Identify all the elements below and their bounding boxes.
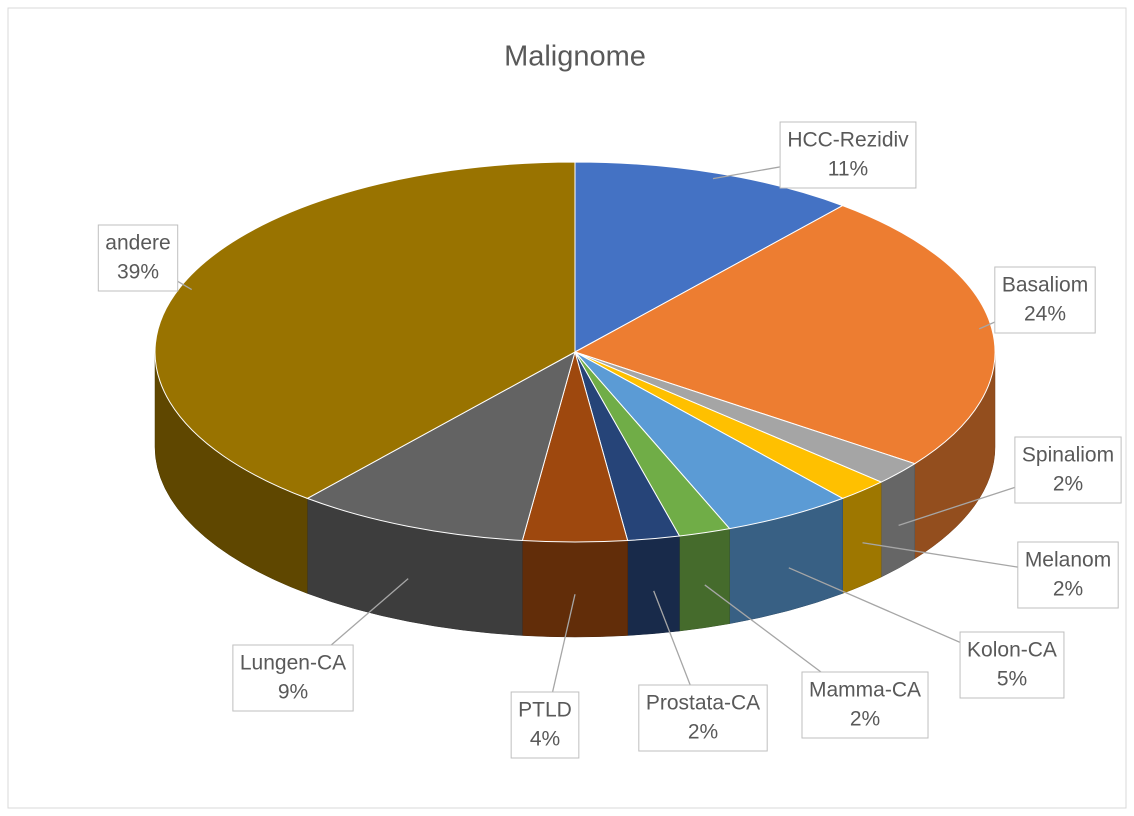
category-label: Mamma-CA — [809, 679, 921, 702]
value-label: 9% — [278, 681, 308, 704]
category-label: Kolon-CA — [967, 639, 1057, 662]
label-box — [1014, 436, 1122, 504]
category-label: HCC-Rezidiv — [787, 129, 909, 152]
slice — [306, 350, 576, 542]
label-box — [97, 224, 179, 292]
category-label: PTLD — [518, 699, 572, 722]
data-label: Mamma-CA 2% — [801, 671, 929, 739]
label-box — [801, 671, 929, 739]
value-label: 39% — [117, 261, 159, 284]
slice — [573, 205, 996, 465]
data-label: PTLD 4% — [510, 691, 580, 759]
value-label: 2% — [850, 708, 880, 731]
data-label: Prostata-CA 2% — [638, 684, 768, 752]
label-box — [994, 266, 1096, 334]
data-label: andere 39% — [97, 224, 179, 292]
category-label: Spinaliom — [1022, 444, 1114, 467]
data-label: Lungen-CA 9% — [232, 644, 354, 712]
slice-side — [880, 463, 916, 578]
label-box — [232, 644, 354, 712]
data-label: HCC-Rezidiv 11% — [779, 121, 917, 189]
slice — [574, 161, 844, 353]
category-label: Basaliom — [1002, 274, 1088, 297]
value-label: 2% — [1053, 473, 1083, 496]
data-label: Kolon-CA 5% — [959, 631, 1065, 699]
value-label: 5% — [997, 668, 1027, 691]
slice-side — [842, 481, 882, 594]
slice — [154, 161, 576, 499]
label-box — [1017, 541, 1119, 609]
label-box — [779, 121, 917, 189]
value-label: 11% — [828, 158, 868, 181]
value-label: 4% — [530, 728, 560, 751]
value-label: 24% — [1024, 303, 1066, 326]
chart-title: Malignome — [504, 41, 646, 73]
label-box — [510, 691, 580, 759]
data-label: Melanom 2% — [1017, 541, 1119, 609]
category-label: Melanom — [1025, 549, 1111, 572]
value-label: 2% — [688, 721, 718, 744]
value-label: 2% — [1053, 578, 1083, 601]
data-label: Basaliom 24% — [994, 266, 1096, 334]
slice-side — [679, 528, 730, 632]
slice-side — [627, 535, 680, 636]
category-label: Prostata-CA — [646, 692, 760, 715]
category-label: andere — [105, 232, 170, 255]
category-label: Lungen-CA — [240, 652, 346, 675]
label-box — [638, 684, 768, 752]
label-box — [959, 631, 1065, 699]
data-label: Spinaliom 2% — [1014, 436, 1122, 504]
slice-side — [522, 540, 628, 638]
